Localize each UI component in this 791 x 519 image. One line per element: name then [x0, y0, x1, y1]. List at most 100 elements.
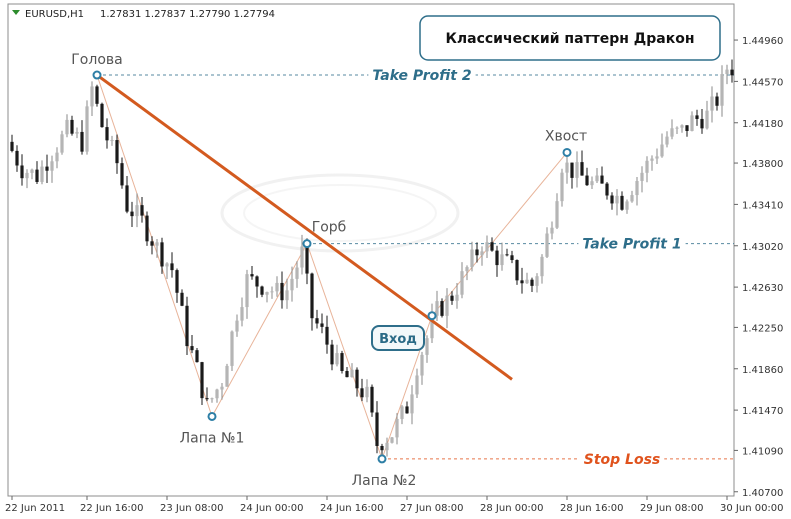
x-axis: 22 Jun 2011 22 Jun 16:00 23 Jun 08:00 24 Ju… [5, 496, 784, 514]
candle [395, 413, 399, 445]
x-tick-label: 24 Jun 16:00 [320, 503, 384, 514]
pattern-point-label: Лапа №2 [352, 473, 417, 489]
candle [700, 108, 704, 134]
x-tick-label: 24 Jun 00:00 [240, 503, 304, 514]
candle [715, 92, 719, 111]
candle [245, 269, 249, 319]
candle [650, 155, 654, 171]
candle [455, 282, 459, 309]
candle [350, 363, 354, 378]
x-tick-label: 23 Jun 08:00 [160, 503, 224, 514]
candle [555, 193, 559, 229]
pattern-point-marker [562, 147, 572, 157]
candle [75, 127, 79, 139]
candle [355, 367, 359, 397]
candle [35, 161, 39, 184]
candle [505, 248, 509, 257]
trendline [96, 73, 513, 381]
entry-box: Вход [371, 325, 425, 351]
candle [220, 382, 224, 400]
candle [500, 242, 504, 271]
candle [525, 272, 529, 284]
candle [725, 64, 729, 85]
candles [10, 59, 734, 457]
candle [255, 275, 259, 298]
candle [335, 344, 339, 367]
title-box: Классический паттерн Дракон [419, 15, 721, 61]
header-symbol: EURUSD,H1 [25, 9, 84, 20]
pattern-point-marker [302, 239, 312, 249]
x-tick-label: 28 Jun 16:00 [560, 503, 624, 514]
candle [460, 262, 464, 299]
candle [20, 154, 24, 186]
candle [185, 296, 189, 355]
candle [520, 267, 524, 294]
candle [95, 84, 99, 107]
y-tick-label: 1.43020 [742, 242, 783, 253]
candle [720, 65, 724, 117]
candle [290, 266, 294, 302]
chart-title: Классический паттерн Дракон [445, 31, 694, 47]
candle [430, 303, 434, 344]
candle [465, 265, 469, 281]
candle [360, 378, 364, 402]
candle [40, 160, 44, 185]
candle [270, 286, 274, 299]
candle [325, 315, 329, 354]
candle [680, 124, 684, 133]
candle [640, 166, 644, 193]
y-tick-label: 1.41090 [742, 446, 783, 457]
candle [585, 167, 589, 186]
candle [170, 252, 174, 278]
candle [80, 120, 84, 155]
candle [140, 196, 144, 223]
candle [345, 366, 349, 378]
pattern-point-label: Хвост [545, 128, 587, 144]
candle [625, 199, 629, 214]
pattern-point-marker [377, 454, 387, 464]
candle [225, 363, 229, 387]
candle [130, 201, 134, 228]
candle [45, 154, 49, 184]
pattern-point-label: Горб [312, 220, 347, 236]
y-tick-label: 1.41860 [742, 365, 783, 376]
pattern-point-label: Голова [71, 52, 122, 68]
candle [70, 115, 74, 136]
y-tick-label: 1.44180 [742, 119, 783, 130]
candle [515, 259, 519, 285]
pattern-zigzag [96, 74, 568, 461]
candle [575, 151, 579, 188]
candle [685, 125, 689, 137]
candle [405, 401, 409, 414]
candle [400, 405, 404, 425]
candle [100, 102, 104, 128]
candle [450, 291, 454, 305]
candle [645, 156, 649, 183]
candle [510, 250, 514, 264]
candle [610, 192, 614, 210]
level-label: Stop Loss [584, 452, 661, 468]
y-tick-label: 1.43410 [742, 200, 783, 211]
candle [690, 111, 694, 132]
x-tick-label: 27 Jun 08:00 [400, 503, 464, 514]
candle [320, 313, 324, 334]
candle [135, 193, 139, 228]
level-labels: Take Profit 2 Take Profit 1 Stop Loss [368, 66, 686, 468]
candle [10, 134, 14, 153]
x-tick-label: 29 Jun 08:00 [640, 503, 704, 514]
candle [275, 276, 279, 297]
candle [660, 133, 664, 158]
candle [260, 285, 264, 298]
candle [560, 168, 564, 207]
candle [600, 166, 604, 184]
y-tick-label: 1.44960 [742, 36, 783, 47]
candle [580, 150, 584, 176]
candle [730, 59, 734, 83]
candle [340, 350, 344, 374]
candle [570, 162, 574, 189]
candle [385, 437, 389, 457]
entry-label: Вход [379, 332, 417, 347]
candle [315, 309, 319, 329]
candle [155, 238, 159, 258]
